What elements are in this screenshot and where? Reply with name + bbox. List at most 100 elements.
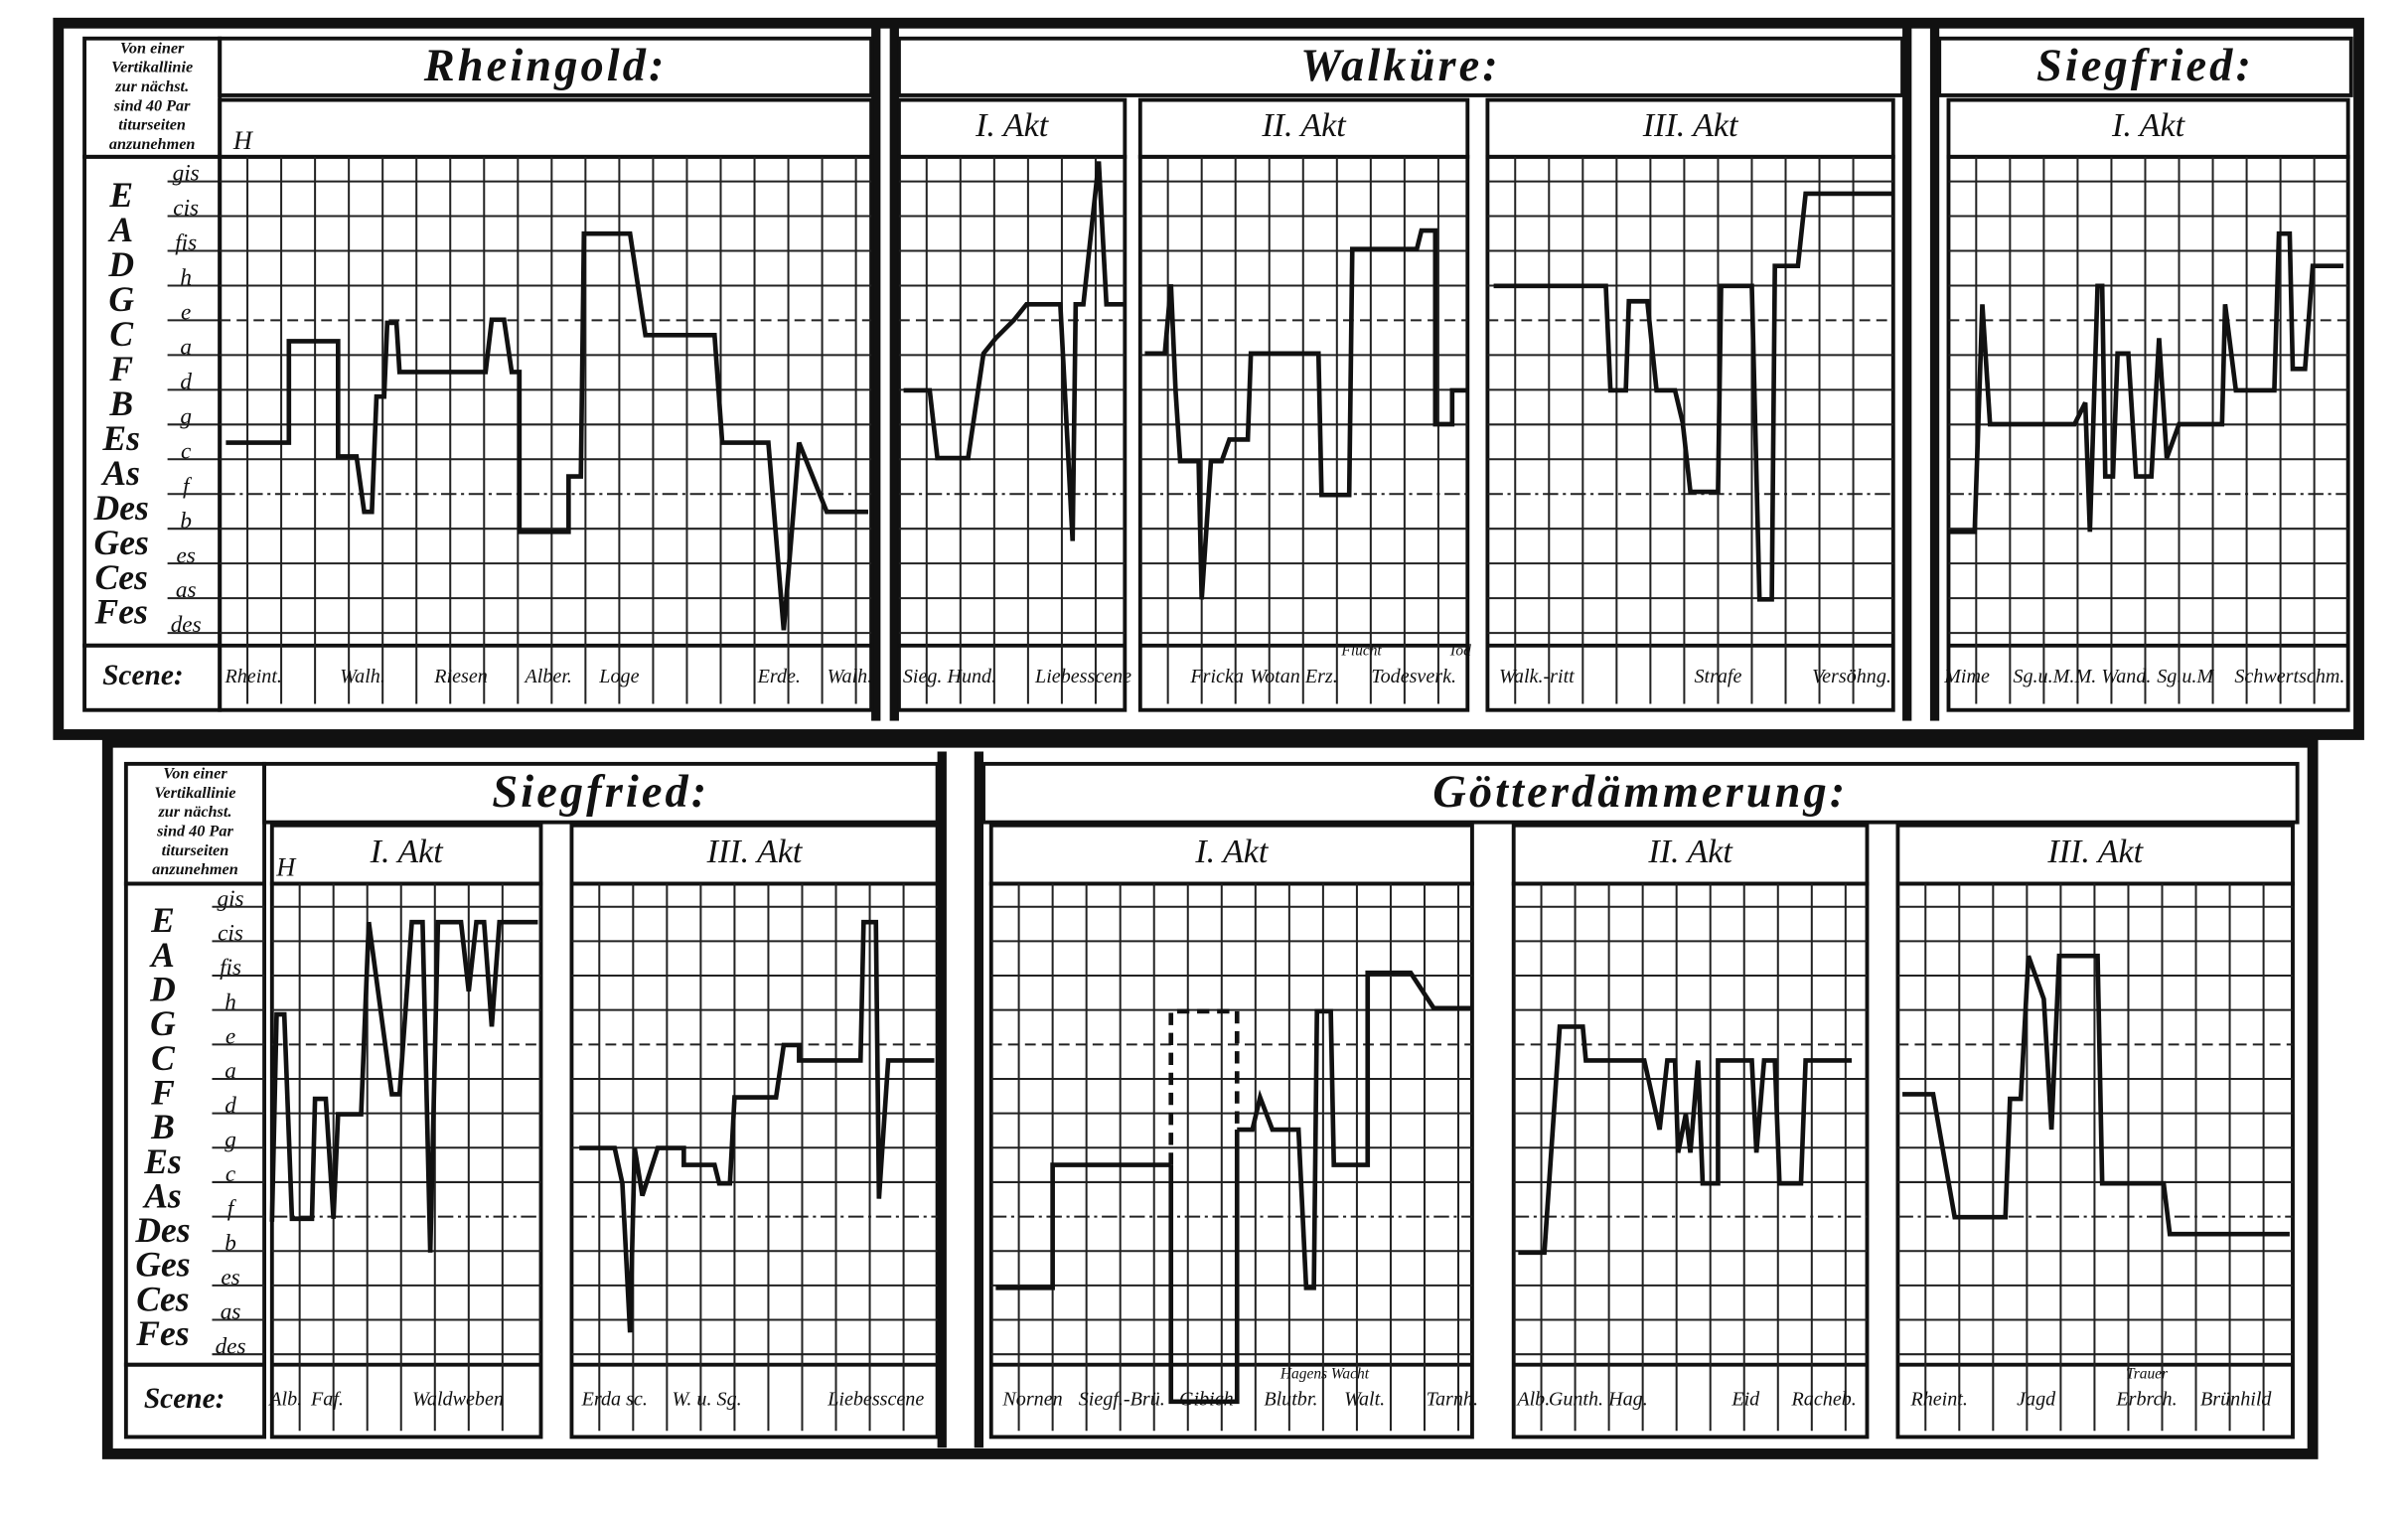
scene-name: Hagens Wacht bbox=[1279, 1365, 1370, 1382]
key-label: Fes bbox=[94, 592, 148, 632]
note-text: zur nächst. bbox=[157, 803, 231, 821]
scene-name: Alb. bbox=[267, 1389, 302, 1411]
pitch-label: fis bbox=[175, 230, 197, 256]
pitch-label: fis bbox=[220, 955, 241, 981]
scene-name: Schwertschm. bbox=[2234, 666, 2344, 687]
scene-name: Walh. bbox=[828, 666, 873, 687]
note-text: sind 40 Par bbox=[113, 96, 191, 114]
key-label: Des bbox=[134, 1210, 190, 1250]
scene-name: Mime bbox=[1943, 666, 1990, 687]
key-label: Ges bbox=[94, 523, 149, 562]
scene-name: Tod bbox=[1448, 642, 1471, 659]
key-label: As bbox=[100, 453, 140, 493]
work-title: Rheingold: bbox=[423, 41, 668, 91]
box bbox=[218, 154, 874, 712]
separator bbox=[974, 751, 984, 1448]
box bbox=[1485, 154, 1895, 712]
box bbox=[981, 761, 2300, 825]
pitch-label: a bbox=[225, 1058, 236, 1084]
pitch-label: gis bbox=[218, 886, 244, 912]
scene-name: Blutbr. bbox=[1264, 1389, 1317, 1411]
box bbox=[1937, 36, 2353, 97]
key-line bbox=[269, 919, 538, 1253]
separator bbox=[1929, 26, 1940, 721]
key-label: Fes bbox=[135, 1313, 189, 1353]
box bbox=[123, 1362, 267, 1440]
pitch-label: g bbox=[225, 1127, 236, 1152]
h-label: H bbox=[232, 126, 254, 155]
scene-name: Eid bbox=[1731, 1389, 1760, 1411]
key-label: C bbox=[151, 1038, 176, 1078]
note-text: anzunehmen bbox=[109, 135, 196, 153]
pitch-label: as bbox=[221, 1299, 241, 1325]
separator bbox=[1902, 26, 1912, 721]
act-title: III. Akt bbox=[2046, 834, 2144, 870]
panel-frame bbox=[101, 736, 2319, 1459]
scene-name: Todesverk. bbox=[1371, 666, 1456, 687]
key-label: Es bbox=[101, 418, 140, 458]
key-label: B bbox=[150, 1107, 175, 1146]
scene-name: Walt. bbox=[1344, 1389, 1385, 1411]
key-label: A bbox=[107, 210, 133, 249]
act-title: I. Akt bbox=[1194, 834, 1270, 870]
work-title: Siegfried: bbox=[2036, 41, 2254, 91]
key-label: As bbox=[142, 1175, 182, 1215]
key-line-dashed bbox=[1168, 1008, 1240, 1165]
pitch-label: a bbox=[180, 335, 192, 361]
key-line bbox=[1948, 230, 2344, 534]
key-label: D bbox=[107, 244, 134, 284]
act-title: III. Akt bbox=[706, 834, 804, 870]
key-label: B bbox=[108, 383, 133, 423]
act-title: II. Akt bbox=[1261, 107, 1347, 144]
scene-name: Nornen bbox=[1001, 1389, 1062, 1411]
scene-name: Strafe bbox=[1694, 666, 1741, 687]
box bbox=[218, 97, 874, 159]
pitch-label: des bbox=[216, 1333, 246, 1359]
pitch-label: cis bbox=[173, 196, 199, 222]
key-label: F bbox=[108, 349, 133, 388]
scene-name: Erde. bbox=[757, 666, 801, 687]
key-label: E bbox=[150, 900, 175, 940]
key-line bbox=[1902, 953, 2290, 1237]
box bbox=[1511, 881, 1870, 1440]
pitch-label: d bbox=[180, 369, 192, 394]
key-label: Ces bbox=[95, 557, 148, 597]
scene-name: Rheint. bbox=[224, 666, 281, 687]
pitch-label: h bbox=[180, 265, 192, 291]
pitch-label: as bbox=[176, 577, 197, 603]
scene-name: Liebesscene bbox=[1034, 666, 1131, 687]
scene-name: Waldweben bbox=[412, 1389, 504, 1411]
scene-name: Trauer bbox=[2126, 1365, 2169, 1382]
note-text: titurseiten bbox=[118, 116, 186, 134]
note-text: zur nächst. bbox=[114, 77, 189, 95]
box bbox=[1946, 154, 2350, 712]
pitch-label: f bbox=[183, 473, 193, 499]
pitch-label: b bbox=[180, 508, 192, 533]
scene-name: Siegf.-Brü. bbox=[1079, 1389, 1165, 1411]
pitch-label: c bbox=[226, 1161, 236, 1187]
key-label: Ges bbox=[135, 1245, 190, 1285]
key-label: G bbox=[108, 279, 134, 319]
key-line bbox=[1237, 970, 1472, 1291]
pitch-label: g bbox=[180, 403, 192, 429]
scene-name: M. Wand. bbox=[2074, 666, 2152, 687]
scene-name: Sg.u.M. bbox=[2013, 666, 2074, 687]
box bbox=[262, 761, 940, 825]
box bbox=[569, 881, 940, 1440]
key-label: G bbox=[150, 1003, 176, 1043]
scene-name: Erbrch. bbox=[2115, 1389, 2177, 1411]
scene-name: Racheb. bbox=[1791, 1389, 1857, 1411]
note-text: Von einer bbox=[120, 39, 185, 57]
key-line bbox=[1518, 1024, 1853, 1256]
separator bbox=[889, 26, 899, 721]
scene-name: Liebesscene bbox=[827, 1389, 924, 1411]
key-label: A bbox=[149, 935, 175, 975]
scene-name: Walk.-ritt bbox=[1499, 666, 1575, 687]
pitch-label: cis bbox=[218, 921, 243, 947]
pitch-label: es bbox=[177, 542, 196, 568]
scene-name: Fricka bbox=[1189, 666, 1244, 687]
key-label: Des bbox=[93, 488, 149, 528]
pitch-label: des bbox=[171, 612, 202, 638]
h-label: H bbox=[275, 853, 297, 882]
separator bbox=[871, 26, 881, 721]
